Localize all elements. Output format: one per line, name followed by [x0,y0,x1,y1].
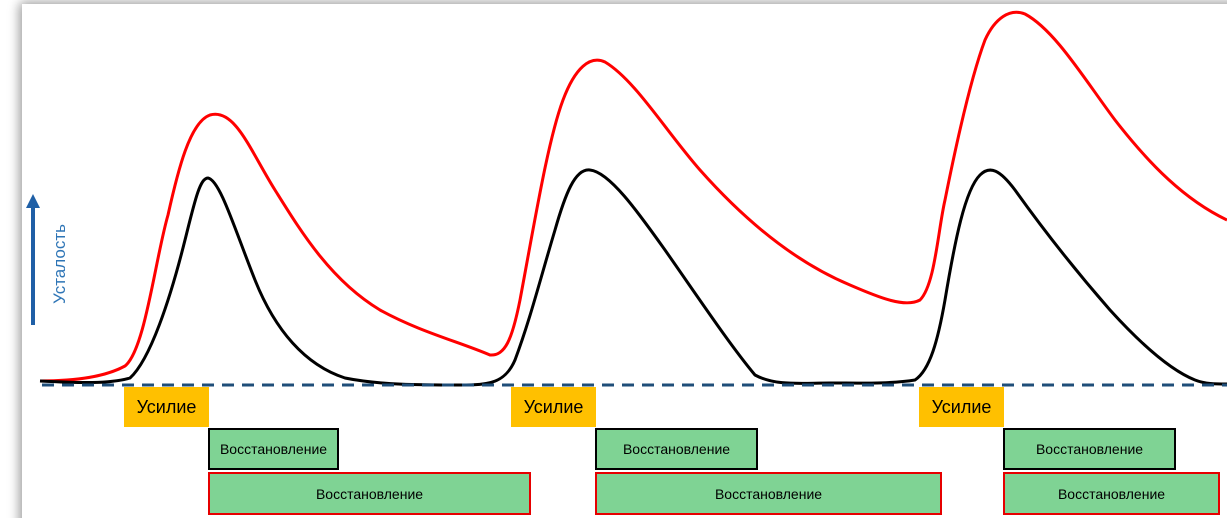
effort-label-1: Усилие [136,396,197,417]
effort-label-2: Усилие [523,396,584,417]
recovery-short-label-1: Восстановление [219,441,328,457]
recovery-short-box-1: Восстановление [208,428,339,470]
black-fatigue-curve [39,168,1227,387]
recovery-short-box-3: Восстановление [1003,428,1176,470]
recovery-short-label-3: Восстановление [1035,441,1144,457]
recovery-long-label-2: Восстановление [714,485,823,502]
red-fatigue-curve [39,10,1227,383]
recovery-long-box-2: Восстановление [595,472,942,515]
recovery-short-label-2: Восстановление [622,441,731,457]
recovery-long-label-3: Восстановление [1057,485,1166,502]
y-axis-label: Усталость [50,224,69,304]
effort-label-3: Усилие [931,396,992,417]
recovery-long-label-1: Восстановление [315,485,424,502]
effort-box-1: Усилие [124,387,209,427]
y-axis-arrowhead [26,194,40,208]
recovery-short-box-2: Восстановление [595,428,758,470]
recovery-long-box-3: Восстановление [1003,472,1220,515]
effort-box-3: Усилие [919,387,1004,427]
recovery-long-box-1: Восстановление [208,472,531,515]
effort-box-2: Усилие [511,387,596,427]
